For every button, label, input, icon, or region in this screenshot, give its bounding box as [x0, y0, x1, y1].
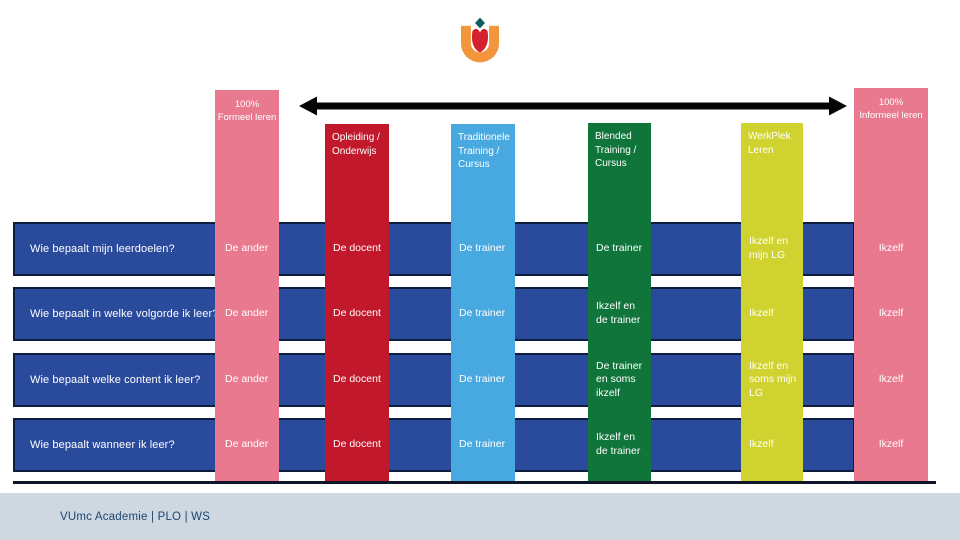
answer-cell: Ikzelf: [749, 307, 774, 320]
question-row: Wie bepaalt in welke volgorde ik leer?: [13, 287, 855, 341]
answer-cell: Ikzelf en de trainer: [596, 431, 641, 457]
answer-cell: De ander: [225, 307, 269, 320]
answer-cell: De ander: [225, 242, 269, 255]
answer-cell: De ander: [225, 438, 269, 451]
answer-cell: De docent: [333, 438, 381, 451]
answer-cell: Ikzelf: [878, 373, 904, 386]
answer-cell: De trainer: [596, 242, 643, 255]
column-header: 100% Formeel leren: [217, 99, 277, 124]
footer: VUmc Academie | PLO | WS: [0, 493, 960, 540]
answer-cell: De trainer: [459, 307, 506, 320]
question-text: Wie bepaalt wanneer ik leer?: [30, 439, 175, 451]
formal-informal-arrow-icon: [299, 96, 847, 116]
question-text: Wie bepaalt welke content ik leer?: [30, 374, 201, 386]
answer-cell: De trainer en soms ikzelf: [596, 359, 643, 399]
column-header: Opleiding / Onderwijs: [332, 132, 380, 157]
answer-cell: De ander: [225, 373, 269, 386]
answer-cell: De trainer: [459, 373, 506, 386]
footer-text: VUmc Academie | PLO | WS: [60, 510, 211, 523]
answer-cell: Ikzelf en mijn LG: [749, 235, 789, 261]
answer-cell: Ikzelf: [878, 242, 904, 255]
column-header: 100% Informeel leren: [859, 97, 923, 122]
column-blended-training: Blended Training / Cursus: [588, 123, 651, 481]
question-row: Wie bepaalt mijn leerdoelen?: [13, 222, 855, 276]
answer-cell: De docent: [333, 307, 381, 320]
answer-cell: Ikzelf: [749, 438, 774, 451]
question-row: Wie bepaalt welke content ik leer?: [13, 353, 855, 407]
vumc-logo-icon: [460, 17, 500, 63]
answer-cell: Ikzelf en de trainer: [596, 300, 641, 326]
column-opleiding-onderwijs: Opleiding / Onderwijs: [325, 124, 389, 481]
column-header: WerkPlek Leren: [748, 131, 791, 156]
answer-cell: Ikzelf en soms mijn LG: [749, 359, 797, 399]
answer-cell: Ikzelf: [878, 307, 904, 320]
answer-cell: De docent: [333, 373, 381, 386]
column-traditionele-training: Traditionele Training / Cursus: [451, 124, 515, 481]
column-header: Traditionele Training / Cursus: [458, 132, 510, 170]
column-header: Blended Training / Cursus: [595, 131, 637, 169]
column-werkplek-leren: WerkPlek Leren: [741, 123, 803, 481]
answer-cell: De docent: [333, 242, 381, 255]
question-text: Wie bepaalt mijn leerdoelen?: [30, 243, 175, 255]
answer-cell: De trainer: [459, 438, 506, 451]
question-row: Wie bepaalt wanneer ik leer?: [13, 418, 855, 472]
column-informeel-leren: 100% Informeel leren: [854, 88, 928, 481]
column-formeel-leren: 100% Formeel leren: [215, 90, 279, 481]
table-baseline: [13, 481, 936, 484]
answer-cell: Ikzelf: [878, 438, 904, 451]
question-text: Wie bepaalt in welke volgorde ik leer?: [30, 308, 219, 320]
answer-cell: De trainer: [459, 242, 506, 255]
